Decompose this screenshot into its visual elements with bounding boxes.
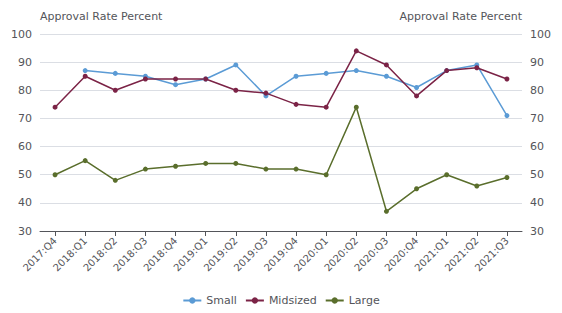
svg-text:80: 80 — [18, 84, 32, 97]
svg-text:50: 50 — [530, 168, 544, 181]
svg-text:Approval Rate Percent: Approval Rate Percent — [40, 10, 163, 23]
svg-text:2018:Q1: 2018:Q1 — [50, 235, 90, 274]
svg-text:2018:Q3: 2018:Q3 — [111, 235, 150, 274]
svg-text:2021:Q3: 2021:Q3 — [473, 235, 511, 273]
svg-text:80: 80 — [530, 84, 544, 97]
svg-text:2020:Q2: 2020:Q2 — [322, 235, 361, 274]
svg-text:Small: Small — [206, 294, 237, 307]
svg-text:2020:Q4: 2020:Q4 — [382, 235, 421, 274]
svg-text:30: 30 — [530, 225, 544, 238]
svg-text:Midsized: Midsized — [269, 294, 317, 307]
svg-text:2017:Q4: 2017:Q4 — [20, 235, 59, 274]
svg-text:2020:Q3: 2020:Q3 — [352, 235, 391, 274]
svg-text:2019:Q3: 2019:Q3 — [231, 235, 270, 274]
svg-text:50: 50 — [18, 168, 32, 181]
svg-text:40: 40 — [530, 196, 544, 209]
svg-text:40: 40 — [18, 196, 32, 209]
svg-text:60: 60 — [530, 140, 544, 153]
svg-text:2018:Q4: 2018:Q4 — [141, 235, 180, 274]
svg-text:2019:Q4: 2019:Q4 — [261, 235, 300, 274]
svg-text:Approval Rate Percent: Approval Rate Percent — [400, 10, 523, 23]
svg-text:Large: Large — [349, 294, 380, 307]
svg-text:90: 90 — [18, 56, 32, 69]
svg-text:30: 30 — [18, 225, 32, 238]
svg-text:2019:Q1: 2019:Q1 — [171, 235, 210, 274]
svg-text:2020:Q1: 2020:Q1 — [291, 235, 331, 274]
svg-text:100: 100 — [11, 28, 32, 41]
svg-text:2018:Q2: 2018:Q2 — [81, 235, 120, 274]
svg-text:2021:Q2: 2021:Q2 — [442, 235, 481, 274]
svg-text:60: 60 — [18, 140, 32, 153]
svg-text:2021:Q1: 2021:Q1 — [412, 235, 451, 274]
svg-text:100: 100 — [530, 28, 551, 41]
svg-text:2019:Q2: 2019:Q2 — [201, 235, 240, 274]
svg-text:70: 70 — [18, 112, 32, 125]
svg-text:90: 90 — [530, 56, 544, 69]
svg-text:70: 70 — [530, 112, 544, 125]
